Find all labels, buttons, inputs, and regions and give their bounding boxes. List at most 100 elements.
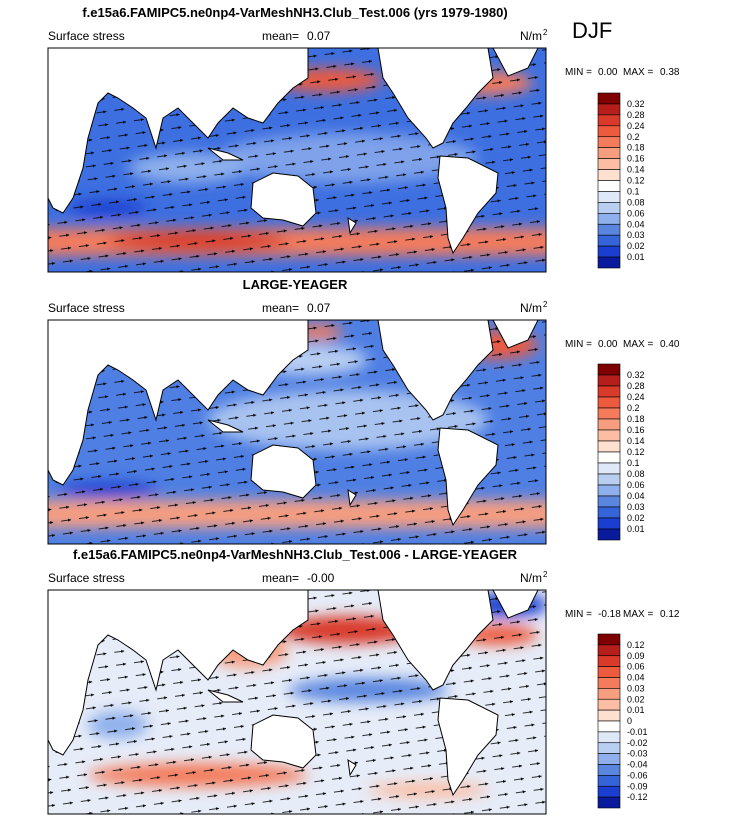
min-value: -0.18 bbox=[598, 609, 621, 620]
colorbar-box bbox=[597, 796, 621, 809]
min-value: 0.00 bbox=[598, 67, 618, 78]
field-label: Surface stress bbox=[48, 571, 125, 585]
colorbar-box bbox=[597, 92, 621, 105]
max-label: MAX = bbox=[623, 67, 653, 78]
units-exponent: 2 bbox=[543, 300, 548, 309]
colorbar-label: 0.02 bbox=[627, 513, 645, 523]
mean-value: 0.07 bbox=[307, 301, 331, 315]
colorbar-box bbox=[597, 429, 621, 442]
colorbar-label: 0.24 bbox=[627, 392, 645, 402]
colorbar-label: 0.28 bbox=[627, 110, 645, 120]
colorbar-box bbox=[597, 407, 621, 420]
colorbar-label: 0.06 bbox=[627, 208, 645, 218]
colorbar-box bbox=[597, 517, 621, 530]
colorbar-label: 0.06 bbox=[627, 480, 645, 490]
colorbar-box bbox=[597, 234, 621, 247]
units-label: N/m bbox=[520, 29, 542, 43]
colorbar-label: 0.04 bbox=[627, 491, 645, 501]
colorbar-box bbox=[597, 764, 621, 776]
colorbar-box bbox=[597, 462, 621, 475]
colorbar-label: -0.12 bbox=[627, 792, 648, 802]
colorbar-label: 0.04 bbox=[627, 673, 645, 683]
figure-title: f.e15a6.FAMIPC5.ne0np4-VarMeshNH3.Club_T… bbox=[82, 5, 507, 20]
units-exponent: 2 bbox=[543, 28, 548, 37]
colorbar-box bbox=[597, 245, 621, 258]
min-value: 0.00 bbox=[598, 339, 618, 350]
colorbar-label: 0.18 bbox=[627, 414, 645, 424]
colorbar-box bbox=[597, 473, 621, 486]
max-value: 0.38 bbox=[660, 67, 680, 78]
colorbar-box bbox=[597, 495, 621, 508]
colorbar-label: 0.02 bbox=[627, 241, 645, 251]
colorbar-label: 0.14 bbox=[627, 436, 645, 446]
colorbar-box bbox=[597, 698, 621, 711]
colorbar-box bbox=[597, 191, 621, 203]
colorbar-box bbox=[597, 666, 621, 678]
colorbar-box bbox=[597, 202, 621, 214]
colorbar-label: 0.1 bbox=[627, 186, 640, 196]
colorbar-label: 0.09 bbox=[627, 651, 645, 661]
map bbox=[47, 589, 547, 815]
colorbar-box bbox=[597, 440, 621, 453]
max-value: 0.12 bbox=[660, 609, 680, 620]
colorbar-box bbox=[597, 418, 621, 431]
colorbar-box bbox=[597, 158, 621, 170]
colorbar-box bbox=[597, 125, 621, 138]
panel-title: LARGE-YEAGER bbox=[243, 277, 348, 292]
colorbar-label: 0.03 bbox=[627, 502, 645, 512]
colorbar-label: -0.04 bbox=[627, 760, 648, 770]
colorbar-label: 0.08 bbox=[627, 469, 645, 479]
colorbar-box bbox=[597, 213, 621, 225]
colorbar-label: 0.12 bbox=[627, 447, 645, 457]
colorbar-label: 0.14 bbox=[627, 165, 645, 175]
colorbar-label: 0.2 bbox=[627, 403, 640, 413]
colorbar-label: 0.28 bbox=[627, 381, 645, 391]
colorbar-label: 0.24 bbox=[627, 121, 645, 131]
mean-label: mean= bbox=[262, 301, 299, 315]
colorbar-label: -0.09 bbox=[627, 781, 648, 791]
colorbar-box bbox=[597, 528, 621, 541]
min-label: MIN = bbox=[565, 609, 592, 620]
map bbox=[47, 47, 547, 273]
max-label: MAX = bbox=[623, 609, 653, 620]
colorbar-label: 0.2 bbox=[627, 132, 640, 142]
mean-label: mean= bbox=[262, 29, 299, 43]
colorbar-label: 0.02 bbox=[627, 694, 645, 704]
colorbar-box bbox=[597, 753, 621, 765]
colorbar-box bbox=[597, 720, 621, 733]
colorbar-box bbox=[597, 655, 621, 667]
max-label: MAX = bbox=[623, 339, 653, 350]
colorbar-label: 0.01 bbox=[627, 524, 645, 534]
colorbar-box bbox=[597, 785, 621, 798]
colorbar-label: 0.03 bbox=[627, 230, 645, 240]
colorbar-label: 0.08 bbox=[627, 197, 645, 207]
colorbar-box bbox=[597, 136, 621, 148]
mean-label: mean= bbox=[262, 571, 299, 585]
colorbar-box bbox=[597, 374, 621, 387]
colorbar-label: 0.16 bbox=[627, 425, 645, 435]
mean-value: 0.07 bbox=[307, 29, 331, 43]
colorbar-label: 0.01 bbox=[627, 252, 645, 262]
colorbar-label: -0.02 bbox=[627, 738, 648, 748]
colorbar-box bbox=[597, 731, 621, 744]
colorbar-label: 0.06 bbox=[627, 662, 645, 672]
colorbar-box bbox=[597, 147, 621, 159]
colorbar-box bbox=[597, 484, 621, 497]
colorbar-box bbox=[597, 114, 621, 127]
colorbar-box bbox=[597, 169, 621, 181]
field-label: Surface stress bbox=[48, 29, 125, 43]
colorbar-box bbox=[597, 256, 621, 269]
field-label: Surface stress bbox=[48, 301, 125, 315]
colorbar-label: -0.06 bbox=[627, 770, 648, 780]
colorbar-box bbox=[597, 396, 621, 409]
colorbar-box bbox=[597, 451, 621, 464]
season-label: DJF bbox=[572, 18, 612, 43]
colorbar-box bbox=[597, 103, 621, 116]
map bbox=[47, 319, 547, 545]
colorbar-box bbox=[597, 709, 621, 722]
colorbar-box bbox=[597, 223, 621, 236]
colorbar-box bbox=[597, 775, 621, 787]
colorbar-box bbox=[597, 688, 621, 700]
colorbar-box bbox=[597, 633, 621, 646]
